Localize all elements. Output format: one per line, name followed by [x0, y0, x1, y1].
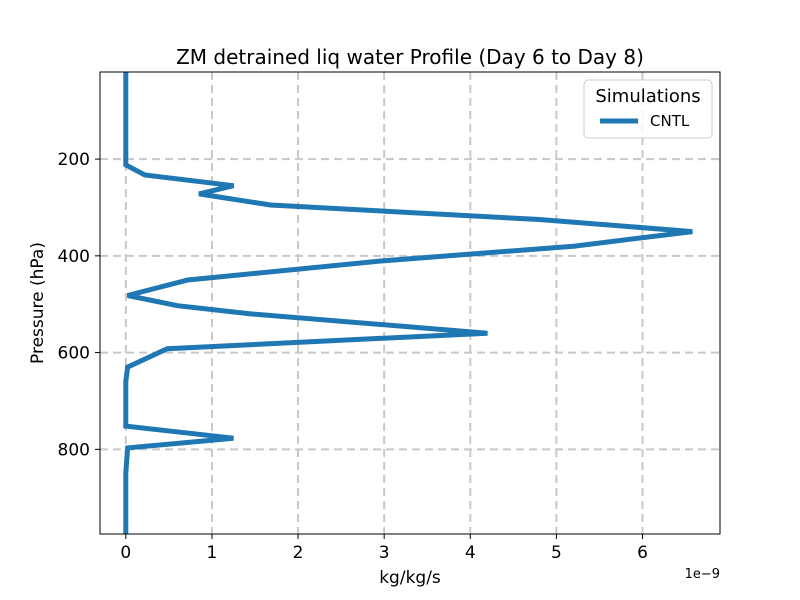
x-axis-offset-label: 1e−9 [685, 567, 720, 582]
legend: Simulations CNTL [583, 79, 713, 139]
legend-label-cntl: CNTL [650, 112, 690, 130]
legend-title: Simulations [595, 86, 700, 107]
x-tick-label: 2 [293, 543, 304, 563]
y-tick-label: 400 [58, 247, 90, 267]
plot-area [100, 72, 720, 534]
y-tick-label: 200 [58, 150, 90, 170]
y-tick-label: 600 [58, 344, 90, 364]
y-axis-ticks: 200 400 600 800 [58, 150, 100, 460]
x-tick-label: 5 [551, 543, 562, 563]
x-tick-label: 6 [637, 543, 648, 563]
plot-frame [99, 71, 721, 535]
x-tick-label: 4 [465, 543, 476, 563]
series-line-cntl [123, 72, 693, 534]
y-tick-label: 800 [58, 440, 90, 460]
series-layer [123, 72, 693, 534]
y-axis-label: Pressure (hPa) [28, 242, 48, 364]
x-tick-label: 1 [207, 543, 218, 563]
x-axis-ticks: 0 1 2 3 4 5 6 [120, 534, 648, 563]
x-tick-label: 0 [120, 543, 131, 563]
x-tick-label: 3 [379, 543, 390, 563]
x-axis-label: kg/kg/s [379, 568, 441, 588]
chart-title: ZM detrained liq water Profile (Day 6 to… [176, 45, 644, 69]
